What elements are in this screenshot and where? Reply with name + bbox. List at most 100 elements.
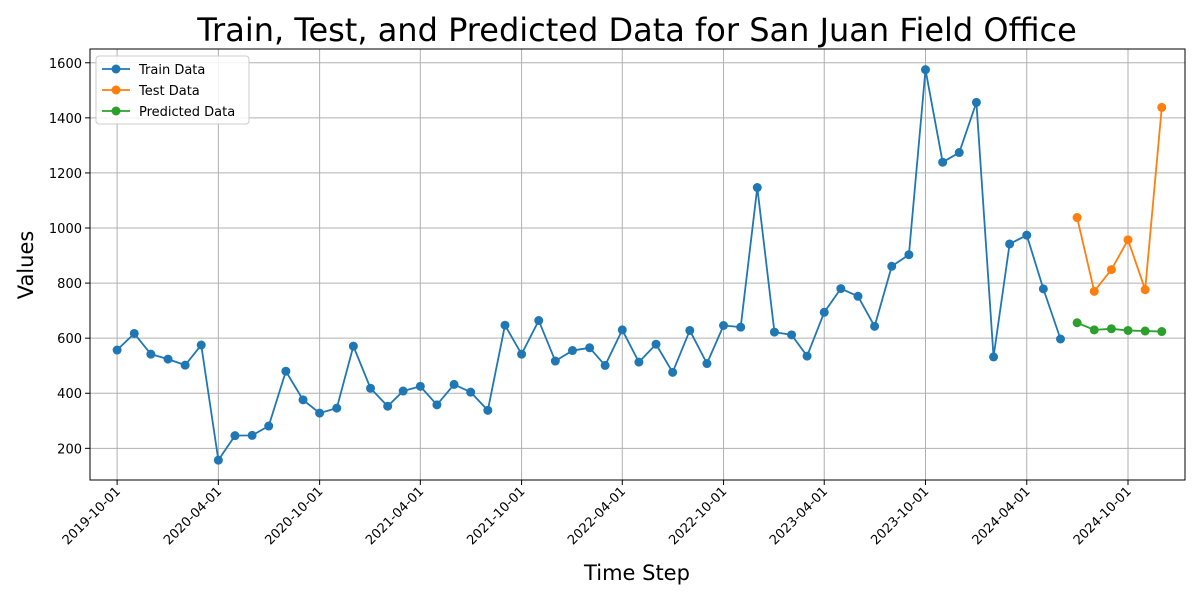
data-point-predicted-data — [1157, 327, 1167, 337]
data-point-train-data — [466, 387, 476, 397]
data-point-train-data — [415, 381, 425, 391]
y-tick-label: 1400 — [49, 112, 82, 127]
data-point-train-data — [836, 284, 846, 294]
series-line-train-data — [116, 68, 1062, 462]
data-point-train-data — [264, 421, 274, 431]
series-train-data — [112, 65, 1066, 465]
data-point-train-data — [1038, 284, 1048, 294]
x-tick-label: 2022-04-01 — [565, 484, 629, 548]
data-point-train-data — [904, 250, 914, 260]
data-point-train-data — [752, 183, 762, 193]
data-point-train-data — [196, 340, 206, 350]
legend-entry-predicted-data: Predicted Data — [102, 105, 235, 120]
data-point-train-data — [247, 430, 257, 440]
data-point-train-data — [989, 352, 999, 362]
x-tick-label: 2021-10-01 — [464, 484, 528, 548]
data-point-train-data — [819, 307, 829, 317]
data-point-train-data — [634, 357, 644, 367]
y-tick-label: 200 — [57, 442, 82, 457]
data-point-test-data — [1140, 285, 1150, 295]
x-tick-label: 2021-04-01 — [363, 484, 427, 548]
data-point-train-data — [920, 65, 930, 75]
y-tick-label: 800 — [57, 277, 82, 292]
data-point-predicted-data — [1140, 326, 1150, 336]
data-point-train-data — [517, 349, 527, 359]
x-tick-label: 2023-04-01 — [767, 484, 831, 548]
data-point-train-data — [600, 360, 610, 370]
legend-marker — [111, 106, 121, 116]
legend-label: Test Data — [138, 84, 200, 99]
data-point-train-data — [315, 408, 325, 418]
data-point-predicted-data — [1089, 325, 1099, 335]
y-tick-label: 1000 — [49, 222, 82, 237]
legend-entry-test-data: Test Data — [102, 84, 200, 99]
x-tick-label: 2023-10-01 — [868, 484, 932, 548]
data-point-test-data — [1157, 102, 1167, 112]
data-point-train-data — [668, 367, 678, 377]
data-point-train-data — [954, 148, 964, 158]
x-tick-label: 2019-10-01 — [60, 484, 124, 548]
data-point-train-data — [938, 157, 948, 167]
data-point-train-data — [298, 395, 308, 405]
data-point-test-data — [1123, 235, 1133, 245]
data-point-train-data — [332, 403, 342, 413]
x-tick-label: 2020-04-01 — [161, 484, 225, 548]
data-point-train-data — [853, 291, 863, 301]
y-axis-label: Values — [14, 231, 38, 300]
data-point-train-data — [702, 359, 712, 369]
data-point-train-data — [567, 346, 577, 356]
grid — [90, 49, 1185, 480]
data-point-train-data — [1056, 334, 1066, 344]
data-point-predicted-data — [1072, 318, 1082, 328]
data-point-train-data — [585, 343, 595, 353]
data-point-train-data — [887, 261, 897, 271]
x-tick-label: 2024-10-01 — [1071, 484, 1135, 548]
data-point-train-data — [213, 455, 223, 465]
data-point-train-data — [617, 325, 627, 335]
data-point-train-data — [1005, 239, 1015, 249]
legend-box — [95, 55, 250, 125]
data-point-train-data — [787, 330, 797, 340]
y-axis-ticks: 200 400 600 800 1000 1200 1400 1600 — [49, 57, 90, 457]
y-tick-label: 600 — [57, 332, 82, 347]
x-tick-label: 2022-10-01 — [666, 484, 730, 548]
data-point-test-data — [1089, 286, 1099, 296]
data-point-train-data — [685, 325, 695, 335]
plot-frame — [89, 48, 1186, 481]
data-point-predicted-data — [1106, 324, 1116, 334]
data-point-predicted-data — [1123, 325, 1133, 335]
data-point-train-data — [1022, 230, 1032, 240]
x-axis-ticks: 2019-10-01 2020-04-01 2020-10-01 2021-04-01… — [60, 480, 1135, 548]
data-point-train-data — [129, 328, 139, 338]
data-point-train-data — [483, 405, 493, 415]
x-axis-label: Time Step — [583, 561, 690, 585]
legend: Train Data Test Data Predicted Data — [95, 55, 250, 125]
data-point-test-data — [1106, 265, 1116, 275]
data-point-test-data — [1072, 213, 1082, 223]
data-point-train-data — [281, 366, 291, 376]
x-tick-label: 2020-10-01 — [262, 484, 326, 548]
legend-entry-train-data: Train Data — [102, 63, 205, 78]
data-point-train-data — [348, 341, 358, 351]
x-tick-label: 2024-04-01 — [970, 484, 1034, 548]
legend-marker — [111, 64, 121, 74]
data-point-train-data — [534, 316, 544, 326]
data-point-train-data — [651, 339, 661, 349]
legend-marker — [111, 85, 121, 95]
series-predicted-data — [1072, 318, 1167, 337]
data-point-train-data — [449, 379, 459, 389]
data-point-train-data — [870, 321, 880, 331]
data-point-train-data — [802, 351, 812, 361]
series-layer — [112, 65, 1167, 465]
data-point-train-data — [971, 97, 981, 107]
data-point-train-data — [146, 349, 156, 359]
data-point-train-data — [163, 354, 173, 364]
y-tick-label: 1600 — [49, 57, 82, 72]
data-point-train-data — [432, 400, 442, 410]
legend-label: Predicted Data — [139, 105, 235, 120]
data-point-train-data — [180, 360, 190, 370]
data-point-train-data — [398, 386, 408, 396]
data-point-train-data — [500, 320, 510, 330]
